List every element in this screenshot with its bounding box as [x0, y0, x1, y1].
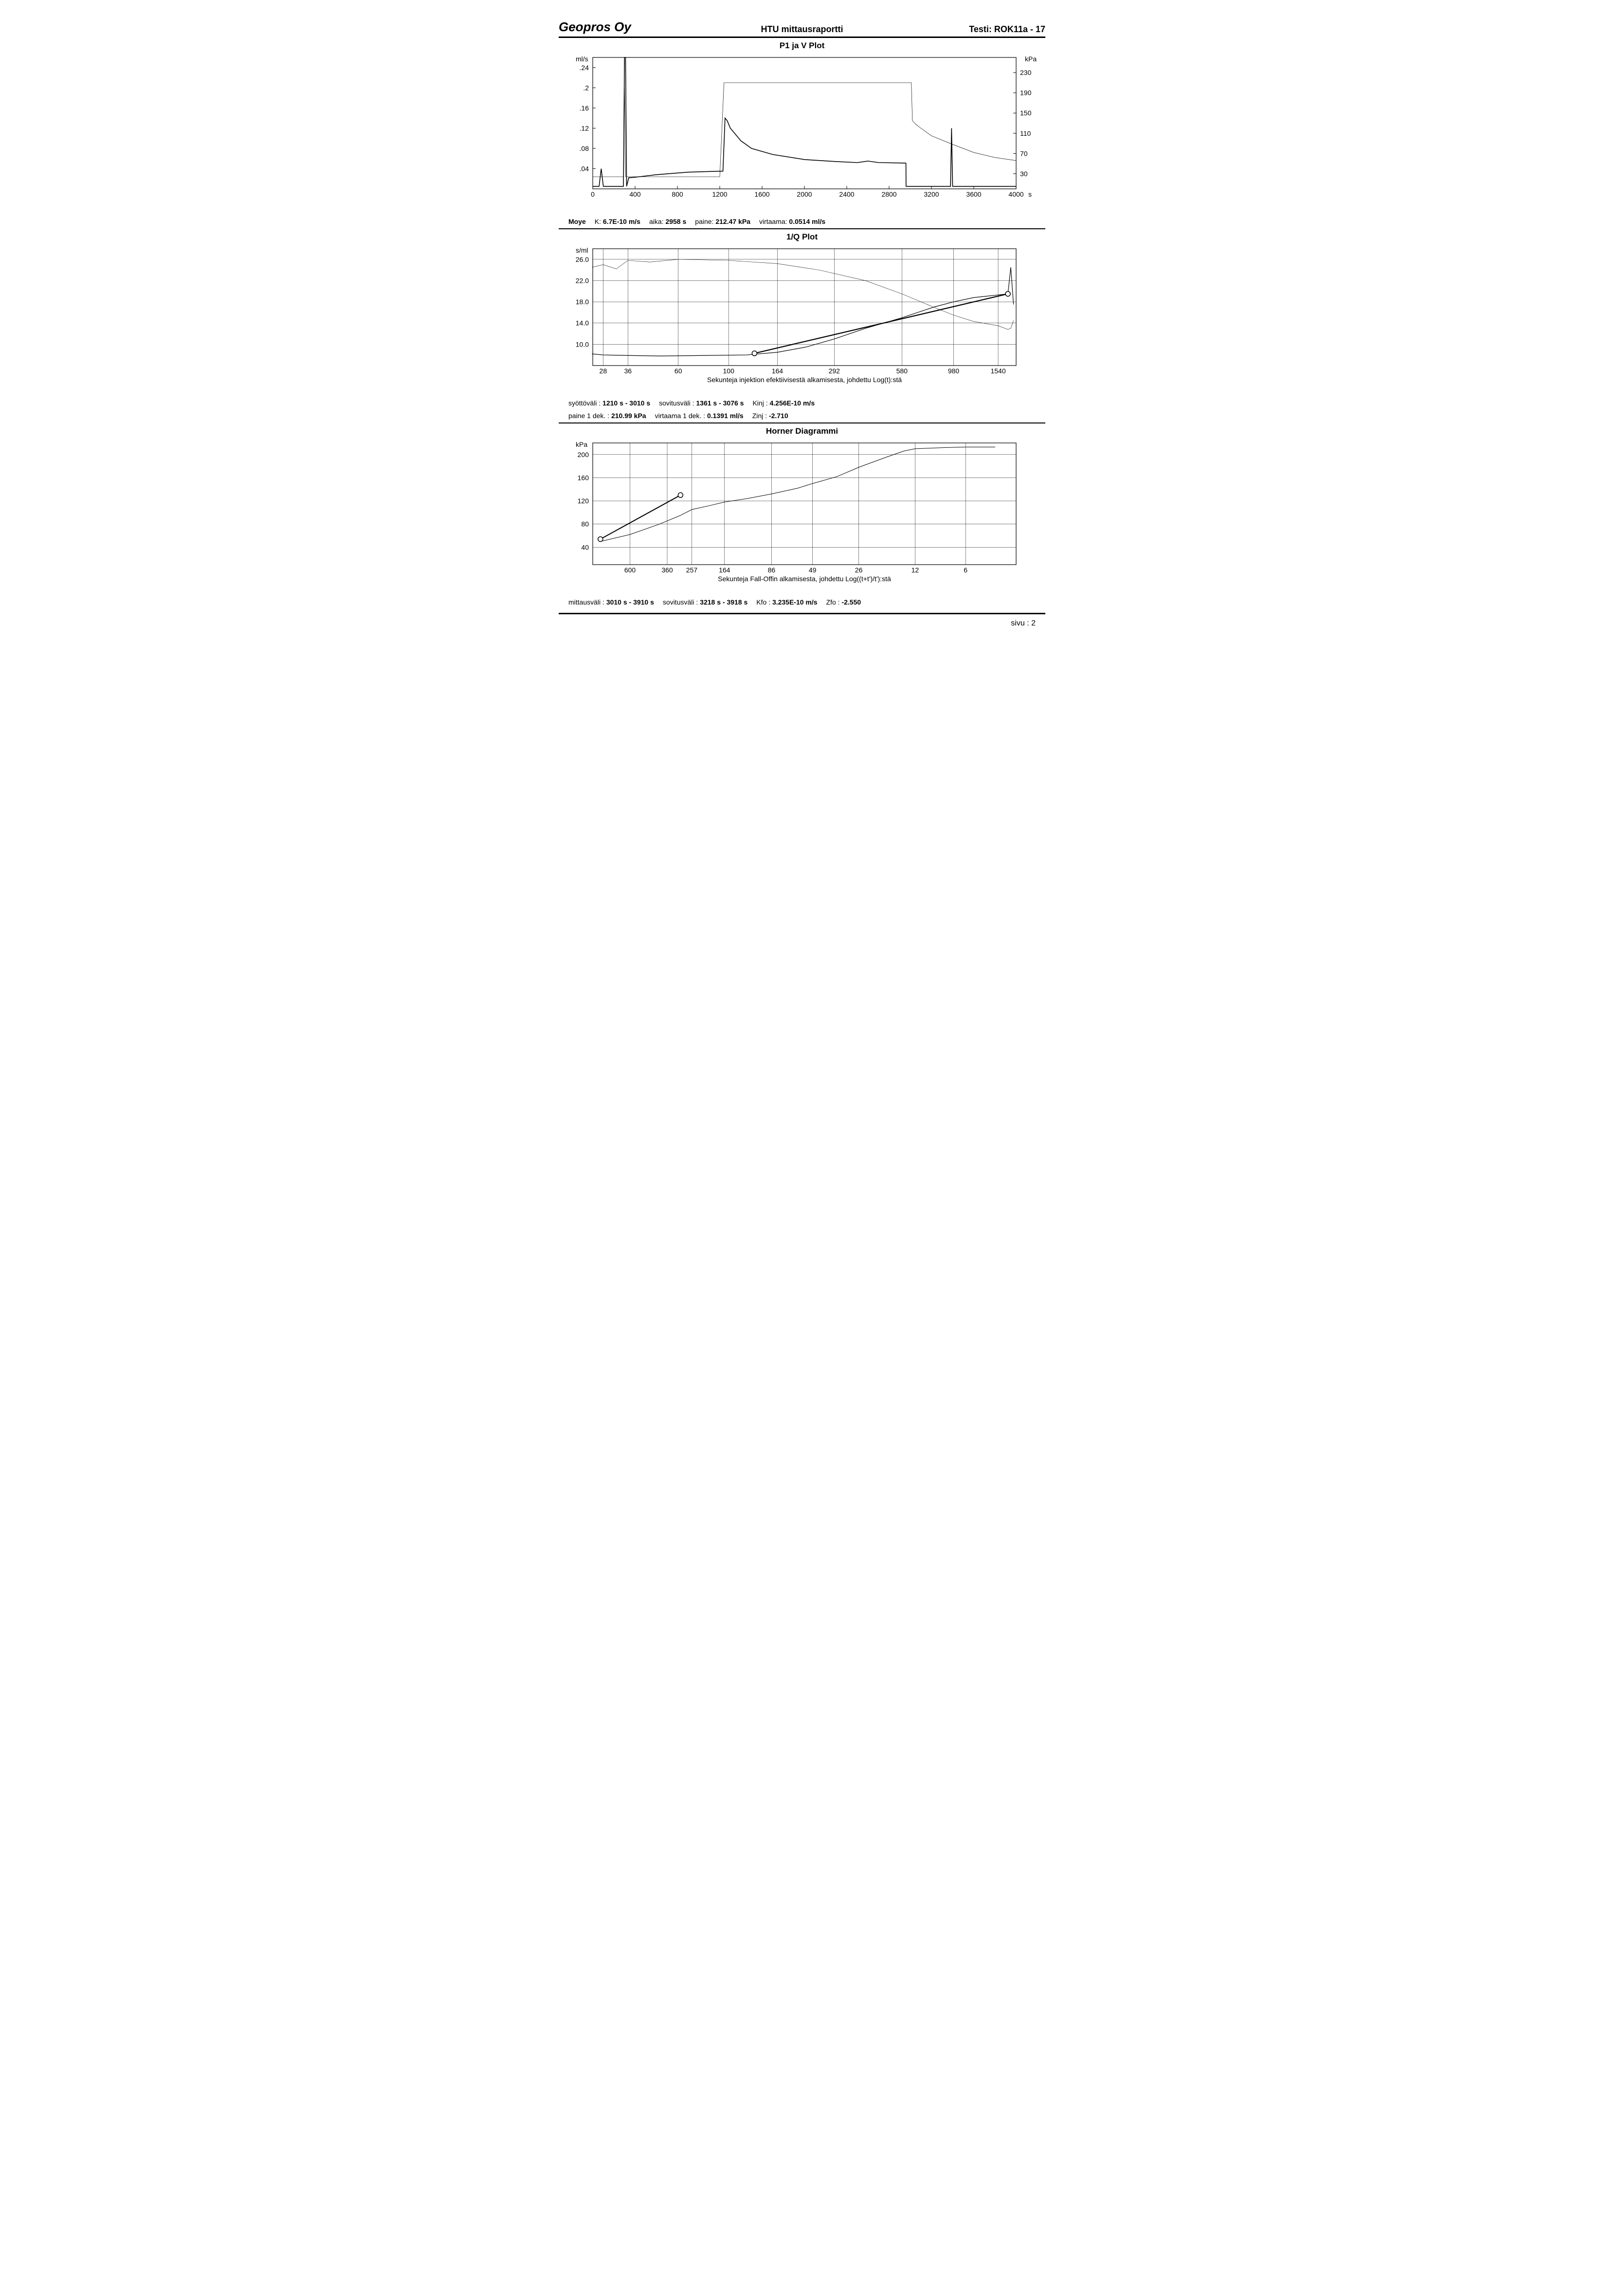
chart2-params-row1: syöttöväli : 1210 s - 3010 s sovitusväli … — [559, 397, 1045, 410]
footer: sivu : 2 — [559, 613, 1045, 628]
param-pair: paine: 212.47 kPa — [695, 218, 750, 225]
svg-text:0: 0 — [591, 190, 595, 198]
svg-text:49: 49 — [809, 566, 817, 574]
param-pair: sovitusväli : 1361 s - 3076 s — [659, 399, 744, 407]
svg-text:22.0: 22.0 — [576, 276, 589, 284]
param-pair: Zinj : -2.710 — [752, 412, 788, 420]
svg-text:230: 230 — [1020, 69, 1032, 76]
chart2-svg: 28 36 60 100 164 292 580 980 1540 10.0 14.0 18.0 22.… — [559, 244, 1045, 395]
param-pair: K: 6.7E-10 m/s — [595, 218, 640, 225]
test-id-value: ROK11a - 17 — [994, 24, 1045, 34]
chart1-svg-wrap: 0 400 800 1200 1600 2000 2400 2800 3200 3600 4000 s… — [559, 53, 1045, 216]
svg-text:257: 257 — [686, 566, 698, 574]
svg-text:ml/s: ml/s — [576, 55, 588, 63]
test-id: Testi: ROK11a - 17 — [883, 24, 1045, 35]
svg-text:Sekunteja injektion efektiivis: Sekunteja injektion efektiivisestä alkam… — [707, 376, 902, 384]
chart2-block: 1/Q Plot 28 36 60 100 164 292 580 980 1540 10.0 14… — [559, 232, 1045, 423]
param-pair: virtaama 1 dek. : 0.1391 ml/s — [655, 412, 744, 420]
svg-text:360: 360 — [661, 566, 673, 574]
chart3-svg: 600 360 257 164 86 49 26 12 6 40 80 120 160 200 kPa Sek… — [559, 438, 1045, 594]
chart1-svg: 0 400 800 1200 1600 2000 2400 2800 3200 3600 4000 s… — [559, 53, 1045, 213]
chart3-svg-wrap: 600 360 257 164 86 49 26 12 6 40 80 120 160 200 kPa Sek… — [559, 438, 1045, 596]
svg-text:12: 12 — [911, 566, 919, 574]
chart3-title: Horner Diagrammi — [559, 426, 1045, 436]
param-pair: Moye — [568, 218, 586, 225]
param-pair: paine 1 dek. : 210.99 kPa — [568, 412, 646, 420]
param-pair: Kinj : 4.256E-10 m/s — [752, 399, 815, 407]
svg-text:164: 164 — [772, 367, 784, 375]
svg-text:4000: 4000 — [1008, 190, 1023, 198]
svg-text:1540: 1540 — [990, 367, 1005, 375]
svg-text:2000: 2000 — [797, 190, 812, 198]
param-pair: Kfo : 3.235E-10 m/s — [756, 598, 817, 606]
svg-text:.2: .2 — [583, 84, 589, 92]
svg-text:160: 160 — [578, 474, 589, 481]
svg-text:36: 36 — [624, 367, 632, 375]
svg-text:80: 80 — [581, 520, 589, 528]
chart3-block: Horner Diagrammi 600 360 257 164 86 49 26 12 6 40… — [559, 426, 1045, 609]
test-label: Testi: — [969, 24, 992, 34]
svg-text:400: 400 — [629, 190, 641, 198]
param-pair: mittausväli : 3010 s - 3910 s — [568, 598, 654, 606]
svg-text:26.0: 26.0 — [576, 256, 589, 263]
chart2-title: 1/Q Plot — [559, 232, 1045, 242]
svg-text:30: 30 — [1020, 170, 1028, 178]
svg-text:980: 980 — [948, 367, 960, 375]
svg-text:86: 86 — [768, 566, 776, 574]
chart2-params-row2: paine 1 dek. : 210.99 kPa virtaama 1 dek.… — [559, 410, 1045, 423]
chart3-params: mittausväli : 3010 s - 3910 s sovitusväli… — [559, 596, 1045, 609]
svg-text:1600: 1600 — [754, 190, 769, 198]
svg-text:s: s — [1028, 190, 1032, 198]
svg-text:.12: .12 — [580, 124, 589, 132]
svg-text:190: 190 — [1020, 89, 1032, 97]
param-pair: sovitusväli : 3218 s - 3918 s — [663, 598, 747, 606]
chart1-params: Moye K: 6.7E-10 m/s aika: 2958 s paine: 212… — [559, 216, 1045, 229]
svg-text:26: 26 — [855, 566, 863, 574]
svg-text:100: 100 — [723, 367, 735, 375]
svg-text:10.0: 10.0 — [576, 340, 589, 348]
svg-text:200: 200 — [578, 451, 589, 459]
svg-text:60: 60 — [674, 367, 682, 375]
svg-text:s/ml: s/ml — [576, 246, 588, 254]
svg-text:3600: 3600 — [966, 190, 981, 198]
svg-text:kPa: kPa — [576, 441, 587, 448]
chart1-title: P1 ja V Plot — [559, 41, 1045, 51]
svg-text:.24: .24 — [580, 64, 589, 72]
chart1-block: P1 ja V Plot 0 400 800 1200 1600 2000 2400 2800… — [559, 41, 1045, 229]
svg-text:292: 292 — [829, 367, 840, 375]
svg-text:120: 120 — [578, 497, 589, 505]
svg-text:580: 580 — [896, 367, 908, 375]
page-label: sivu : — [1011, 619, 1029, 627]
svg-text:3200: 3200 — [924, 190, 939, 198]
svg-text:.04: .04 — [580, 165, 589, 172]
page-number: 2 — [1031, 619, 1036, 627]
svg-text:kPa: kPa — [1025, 55, 1037, 63]
svg-text:2800: 2800 — [881, 190, 896, 198]
param-pair: virtaama: 0.0514 ml/s — [759, 218, 825, 225]
chart2-svg-wrap: 28 36 60 100 164 292 580 980 1540 10.0 14.0 18.0 22.… — [559, 244, 1045, 397]
svg-text:.08: .08 — [580, 145, 589, 152]
svg-text:.16: .16 — [580, 104, 589, 112]
svg-text:150: 150 — [1020, 109, 1032, 117]
svg-text:6: 6 — [964, 566, 967, 574]
svg-text:110: 110 — [1020, 129, 1031, 137]
svg-text:164: 164 — [719, 566, 730, 574]
svg-text:70: 70 — [1020, 149, 1028, 157]
svg-text:14.0: 14.0 — [576, 319, 589, 327]
header: Geopros Oy HTU mittausraportti Testi: RO… — [559, 19, 1045, 38]
param-pair: syöttöväli : 1210 s - 3010 s — [568, 399, 650, 407]
svg-text:2400: 2400 — [839, 190, 854, 198]
svg-text:Sekunteja Fall-Offin alkamises: Sekunteja Fall-Offin alkamisesta, johdet… — [718, 575, 891, 583]
svg-text:18.0: 18.0 — [576, 298, 589, 306]
report-title: HTU mittausraportti — [721, 24, 883, 35]
svg-text:40: 40 — [581, 543, 589, 551]
svg-text:28: 28 — [600, 367, 607, 375]
report-page: Geopros Oy HTU mittausraportti Testi: RO… — [559, 19, 1045, 628]
svg-text:800: 800 — [672, 190, 683, 198]
svg-text:600: 600 — [624, 566, 636, 574]
param-pair: aika: 2958 s — [649, 218, 686, 225]
svg-text:1200: 1200 — [712, 190, 727, 198]
param-pair: Zfo : -2.550 — [826, 598, 861, 606]
company-name: Geopros Oy — [559, 19, 721, 35]
